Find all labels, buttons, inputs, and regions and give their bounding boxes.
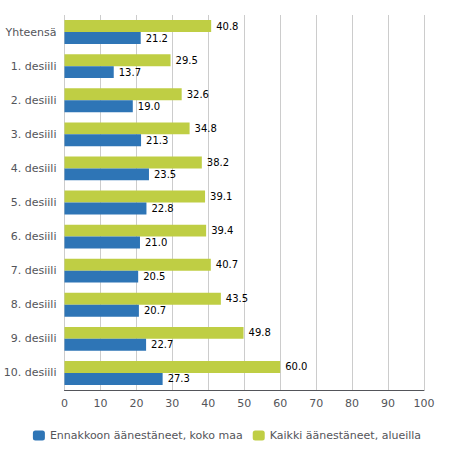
svg-text:4. desiili: 4. desiili (11, 162, 57, 175)
svg-text:32.6: 32.6 (187, 89, 209, 100)
svg-text:39.4: 39.4 (211, 225, 233, 236)
svg-text:22.8: 22.8 (151, 203, 173, 214)
svg-text:13.7: 13.7 (119, 67, 141, 78)
svg-text:19.0: 19.0 (138, 101, 160, 112)
svg-text:34.8: 34.8 (195, 123, 217, 134)
svg-text:8. desiili: 8. desiili (11, 298, 57, 311)
svg-text:3. desiili: 3. desiili (11, 128, 57, 141)
svg-text:40.8: 40.8 (216, 21, 238, 32)
svg-text:Yhteensä: Yhteensä (4, 26, 56, 39)
svg-text:60: 60 (273, 397, 287, 410)
svg-text:100: 100 (414, 397, 435, 410)
svg-text:1. desiili: 1. desiili (11, 60, 57, 73)
svg-text:20.7: 20.7 (144, 305, 166, 316)
svg-text:22.7: 22.7 (151, 339, 173, 350)
svg-text:43.5: 43.5 (226, 293, 248, 304)
svg-text:23.5: 23.5 (154, 169, 176, 180)
svg-text:90: 90 (381, 397, 395, 410)
svg-text:40.7: 40.7 (216, 259, 238, 270)
svg-text:0: 0 (61, 397, 68, 410)
svg-text:30: 30 (165, 397, 179, 410)
svg-text:20.5: 20.5 (143, 271, 165, 282)
svg-text:38.2: 38.2 (207, 157, 229, 168)
svg-text:2. desiili: 2. desiili (11, 94, 57, 107)
svg-text:Ennakkoon äänestäneet, koko ma: Ennakkoon äänestäneet, koko maa (50, 429, 243, 442)
svg-text:6. desiili: 6. desiili (11, 230, 57, 243)
svg-text:39.1: 39.1 (210, 191, 232, 202)
svg-text:9. desiili: 9. desiili (11, 332, 57, 345)
svg-text:49.8: 49.8 (249, 327, 271, 338)
svg-text:21.0: 21.0 (145, 237, 167, 248)
svg-text:21.3: 21.3 (146, 135, 168, 146)
svg-text:40: 40 (201, 397, 215, 410)
svg-text:29.5: 29.5 (176, 55, 198, 66)
svg-text:27.3: 27.3 (168, 373, 190, 384)
svg-text:60.0: 60.0 (285, 361, 307, 372)
svg-text:70: 70 (309, 397, 323, 410)
svg-text:80: 80 (345, 397, 359, 410)
svg-text:Kaikki äänestäneet, alueilla: Kaikki äänestäneet, alueilla (270, 429, 421, 442)
svg-text:21.2: 21.2 (146, 33, 168, 44)
svg-text:7. desiili: 7. desiili (11, 264, 57, 277)
svg-text:50: 50 (237, 397, 251, 410)
svg-text:10. desiili: 10. desiili (4, 366, 57, 379)
svg-text:10: 10 (93, 397, 107, 410)
svg-text:5. desiili: 5. desiili (11, 196, 57, 209)
svg-text:20: 20 (129, 397, 143, 410)
